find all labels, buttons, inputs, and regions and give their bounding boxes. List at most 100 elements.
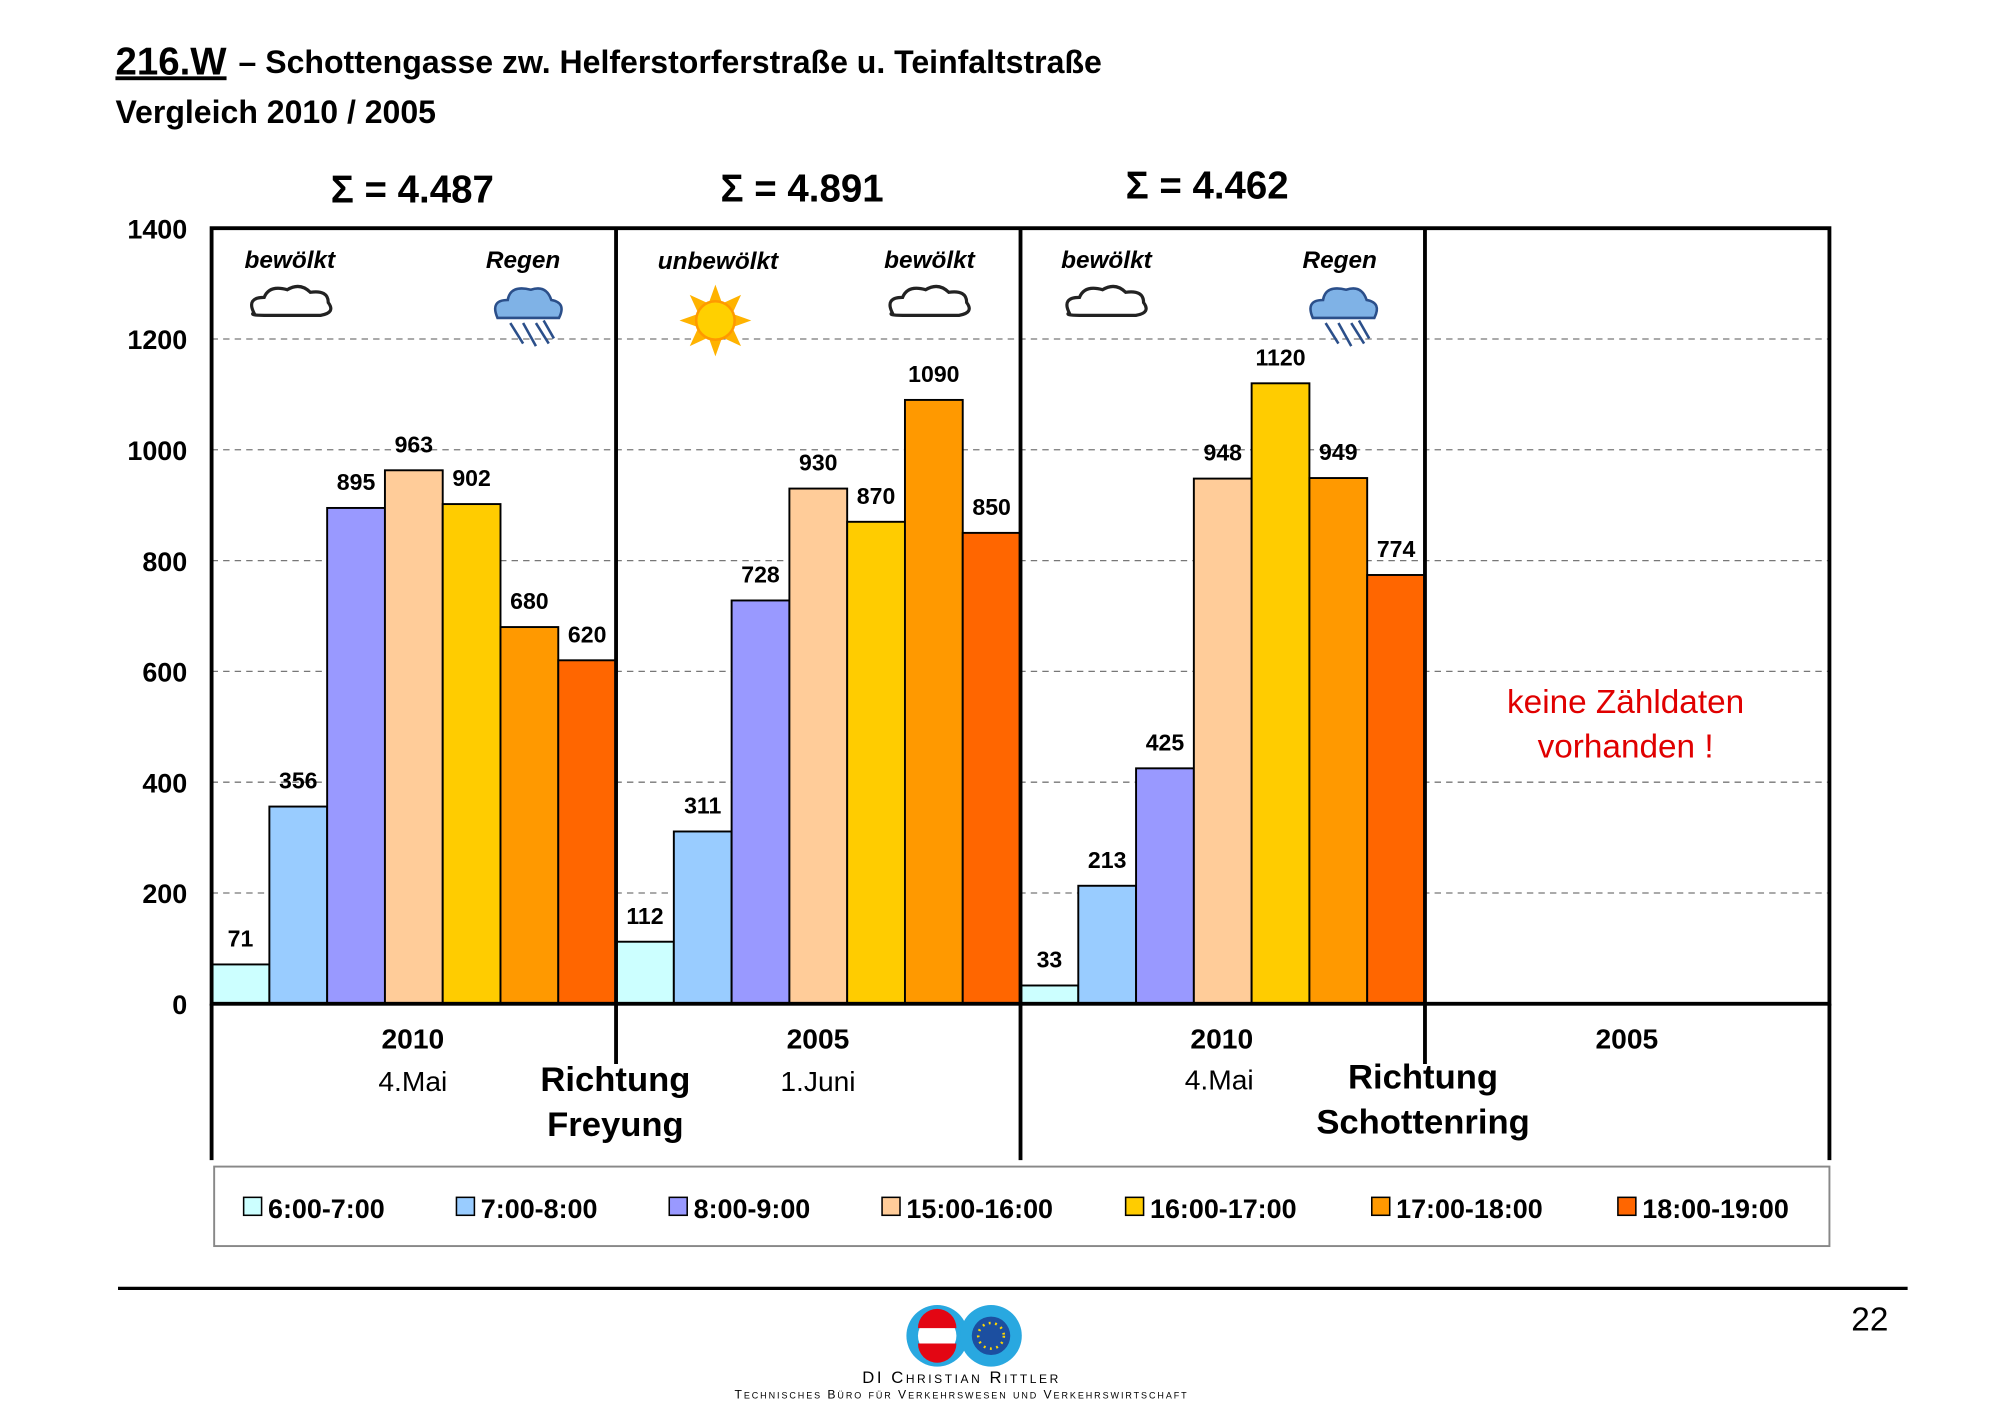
sum-label-1: Σ = 4.487 <box>331 169 494 212</box>
page-title: – Schottengasse zw. Helferstorferstraße … <box>239 44 1102 80</box>
data-label: 902 <box>452 465 490 491</box>
sum-label-3: Σ = 4.462 <box>1126 165 1289 208</box>
rain-cloud-icon <box>493 287 563 348</box>
bar <box>210 963 271 1005</box>
group-year: 2005 <box>787 1023 850 1055</box>
legend-swatch <box>668 1196 688 1217</box>
legend-swatch <box>242 1196 263 1217</box>
cloud-icon <box>249 284 333 317</box>
direction-label: Richtung <box>1348 1058 1498 1096</box>
data-label: 33 <box>1037 947 1063 973</box>
direction-label: Schottenring <box>1316 1103 1529 1141</box>
bar <box>672 830 733 1005</box>
data-label: 850 <box>972 494 1010 520</box>
bar <box>441 503 502 1005</box>
no-data-text: vorhanden ! <box>1538 729 1714 766</box>
legend-label: 17:00-18:00 <box>1396 1194 1543 1224</box>
bar <box>326 506 386 1005</box>
bar <box>1077 884 1138 1005</box>
y-axis-ticks: 0 200 400 600 800 1000 1200 1400 <box>127 214 187 1020</box>
weather-label: bewölkt <box>1061 247 1153 274</box>
direction-label: Richtung <box>540 1061 690 1099</box>
weather-label: bewölkt <box>884 247 976 274</box>
bar <box>268 805 329 1005</box>
y-tick-label: 1400 <box>127 214 187 244</box>
bar <box>557 659 618 1005</box>
page-subtitle: Vergleich 2010 / 2005 <box>115 94 436 130</box>
data-label: 1120 <box>1255 344 1305 370</box>
group-year: 2010 <box>1190 1023 1253 1055</box>
y-tick-label: 400 <box>142 768 187 798</box>
data-label: 680 <box>510 588 548 614</box>
data-label: 949 <box>1319 439 1357 465</box>
y-tick-label: 1000 <box>127 436 187 466</box>
bar <box>1135 767 1195 1005</box>
bar <box>615 940 675 1005</box>
legend-swatch <box>1617 1196 1637 1217</box>
legend-swatch <box>1370 1196 1391 1217</box>
y-tick-label: 0 <box>172 990 187 1020</box>
bar <box>1308 477 1369 1005</box>
rain-cloud-icon <box>1309 287 1379 348</box>
data-label: 71 <box>228 925 254 951</box>
weather-label: unbewölkt <box>658 248 779 275</box>
direction-label: Freyung <box>547 1106 684 1144</box>
cloud-icon <box>888 284 971 317</box>
legend-label: 7:00-8:00 <box>481 1194 598 1224</box>
data-label: 895 <box>337 469 376 495</box>
bar <box>1019 984 1080 1005</box>
page-number: 22 <box>1851 1302 1888 1339</box>
data-label: 311 <box>684 793 721 819</box>
data-label: 213 <box>1088 847 1126 873</box>
data-label: 870 <box>857 483 895 509</box>
group-year: 2010 <box>382 1023 445 1055</box>
no-data-text: keine Zähldaten <box>1507 684 1744 721</box>
company-subtitle: Technisches Büro für Verkehrswesen und V… <box>734 1388 1188 1402</box>
data-label: 774 <box>1377 536 1416 562</box>
legend-label: 18:00-19:00 <box>1642 1194 1789 1224</box>
bars: 71 112 33 356 311 213 895 728 425 963 930 948 902 870… <box>210 344 1426 1005</box>
company-logo <box>906 1305 1022 1367</box>
data-label: 620 <box>568 621 606 647</box>
data-label: 963 <box>395 431 433 457</box>
y-tick-label: 800 <box>142 547 187 577</box>
bar <box>846 520 906 1005</box>
legend-label: 15:00-16:00 <box>906 1194 1053 1224</box>
data-label: 112 <box>626 903 663 929</box>
legend-swatch <box>455 1196 476 1217</box>
data-label: 356 <box>279 768 317 794</box>
company-name: DI Christian Rittler <box>862 1368 1061 1387</box>
bar <box>961 531 1022 1005</box>
bar <box>788 487 849 1005</box>
bar <box>383 469 444 1005</box>
weather-label: Regen <box>1303 247 1377 274</box>
bar <box>903 398 964 1005</box>
legend-items: 6:00-7:00 7:00-8:00 8:00-9:00 15:00-16:00 16… <box>242 1194 1789 1224</box>
data-label: 930 <box>799 450 837 476</box>
y-tick-label: 1200 <box>127 325 187 355</box>
weather-label: Regen <box>486 247 560 274</box>
data-label: 425 <box>1146 729 1185 755</box>
bar <box>1250 382 1311 1005</box>
bar <box>499 626 560 1005</box>
legend <box>213 1165 1831 1248</box>
legend-swatch <box>881 1196 901 1217</box>
y-tick-label: 200 <box>142 879 187 909</box>
legend-label: 6:00-7:00 <box>268 1194 385 1224</box>
plot-frame <box>209 226 1832 1161</box>
station-code: 216.W <box>115 40 227 83</box>
bar <box>1192 477 1253 1005</box>
sun-icon <box>678 283 753 358</box>
data-label: 728 <box>741 562 780 588</box>
group-date: 4.Mai <box>1185 1064 1254 1096</box>
data-label: 948 <box>1203 440 1242 466</box>
bar <box>1366 574 1426 1005</box>
group-year: 2005 <box>1596 1023 1659 1055</box>
legend-swatch <box>1124 1196 1145 1217</box>
legend-label: 16:00-17:00 <box>1150 1194 1297 1224</box>
cloud-icon <box>1065 284 1148 317</box>
y-tick-label: 600 <box>142 658 187 688</box>
bar <box>730 599 791 1005</box>
group-date: 1.Juni <box>780 1065 855 1097</box>
